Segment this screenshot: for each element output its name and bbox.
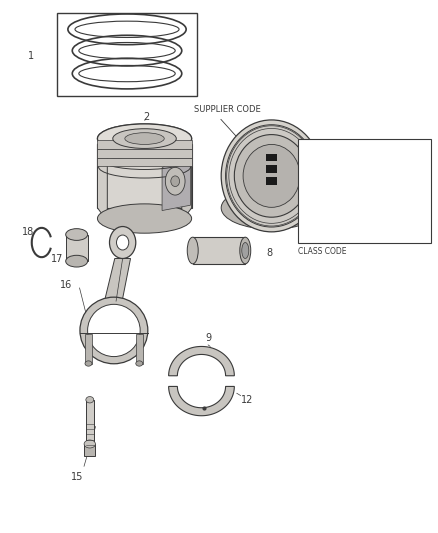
Polygon shape	[162, 147, 191, 211]
Bar	[97, 158, 192, 166]
Polygon shape	[105, 259, 131, 309]
Text: 3 = CL.C: 3 = CL.C	[304, 180, 344, 188]
Text: 7 = CL.A + 0.1: 7 = CL.A + 0.1	[304, 196, 372, 204]
Ellipse shape	[136, 361, 143, 366]
Bar	[193, 237, 245, 264]
Bar	[85, 334, 92, 364]
Bar	[266, 154, 277, 161]
Bar	[298, 139, 431, 243]
Ellipse shape	[166, 167, 185, 195]
Bar	[84, 444, 95, 456]
Ellipse shape	[84, 440, 95, 448]
Ellipse shape	[187, 237, 198, 264]
Ellipse shape	[85, 361, 92, 366]
Text: 15: 15	[71, 472, 83, 482]
Polygon shape	[182, 144, 192, 221]
Ellipse shape	[88, 304, 140, 357]
Bar	[136, 334, 143, 364]
Text: 8 = CL.B + 0.1: 8 = CL.B + 0.1	[304, 212, 371, 220]
Ellipse shape	[86, 397, 94, 403]
Ellipse shape	[243, 144, 300, 207]
Ellipse shape	[221, 187, 322, 229]
Text: 16: 16	[60, 280, 72, 290]
Ellipse shape	[66, 255, 88, 267]
Ellipse shape	[110, 227, 136, 259]
Polygon shape	[97, 144, 107, 221]
Ellipse shape	[125, 133, 164, 144]
Ellipse shape	[97, 124, 192, 154]
Ellipse shape	[113, 128, 176, 148]
Bar	[266, 177, 277, 185]
Ellipse shape	[125, 133, 164, 144]
Bar	[86, 400, 94, 445]
Text: 9: 9	[205, 334, 211, 343]
Ellipse shape	[171, 176, 180, 187]
Text: 1: 1	[28, 51, 34, 61]
Text: 9 = CL.C + 0.1: 9 = CL.C + 0.1	[304, 228, 371, 236]
Ellipse shape	[113, 128, 176, 148]
Text: 12: 12	[241, 395, 254, 405]
Text: 2: 2	[144, 112, 150, 122]
Text: 18: 18	[22, 227, 35, 237]
Ellipse shape	[221, 120, 322, 232]
Bar	[57, 13, 197, 96]
Polygon shape	[169, 346, 234, 376]
Ellipse shape	[234, 134, 309, 217]
Ellipse shape	[97, 124, 192, 154]
Text: CLASS CODE: CLASS CODE	[298, 247, 346, 256]
Polygon shape	[169, 386, 234, 416]
Ellipse shape	[117, 235, 129, 250]
Bar	[66, 235, 88, 261]
Ellipse shape	[66, 229, 88, 240]
Text: 1 = CL.A: 1 = CL.A	[304, 148, 344, 156]
Ellipse shape	[240, 237, 251, 264]
Bar	[266, 165, 277, 173]
Ellipse shape	[226, 125, 318, 227]
Ellipse shape	[97, 204, 192, 233]
Bar	[97, 149, 192, 158]
Text: SUPPLIER CODE: SUPPLIER CODE	[194, 105, 261, 114]
Polygon shape	[97, 144, 192, 208]
Bar	[97, 140, 192, 149]
Text: 2 = CL.B: 2 = CL.B	[304, 164, 344, 172]
Text: 8: 8	[266, 248, 272, 258]
Ellipse shape	[80, 297, 148, 364]
Ellipse shape	[242, 243, 249, 259]
Text: 17: 17	[51, 254, 63, 263]
